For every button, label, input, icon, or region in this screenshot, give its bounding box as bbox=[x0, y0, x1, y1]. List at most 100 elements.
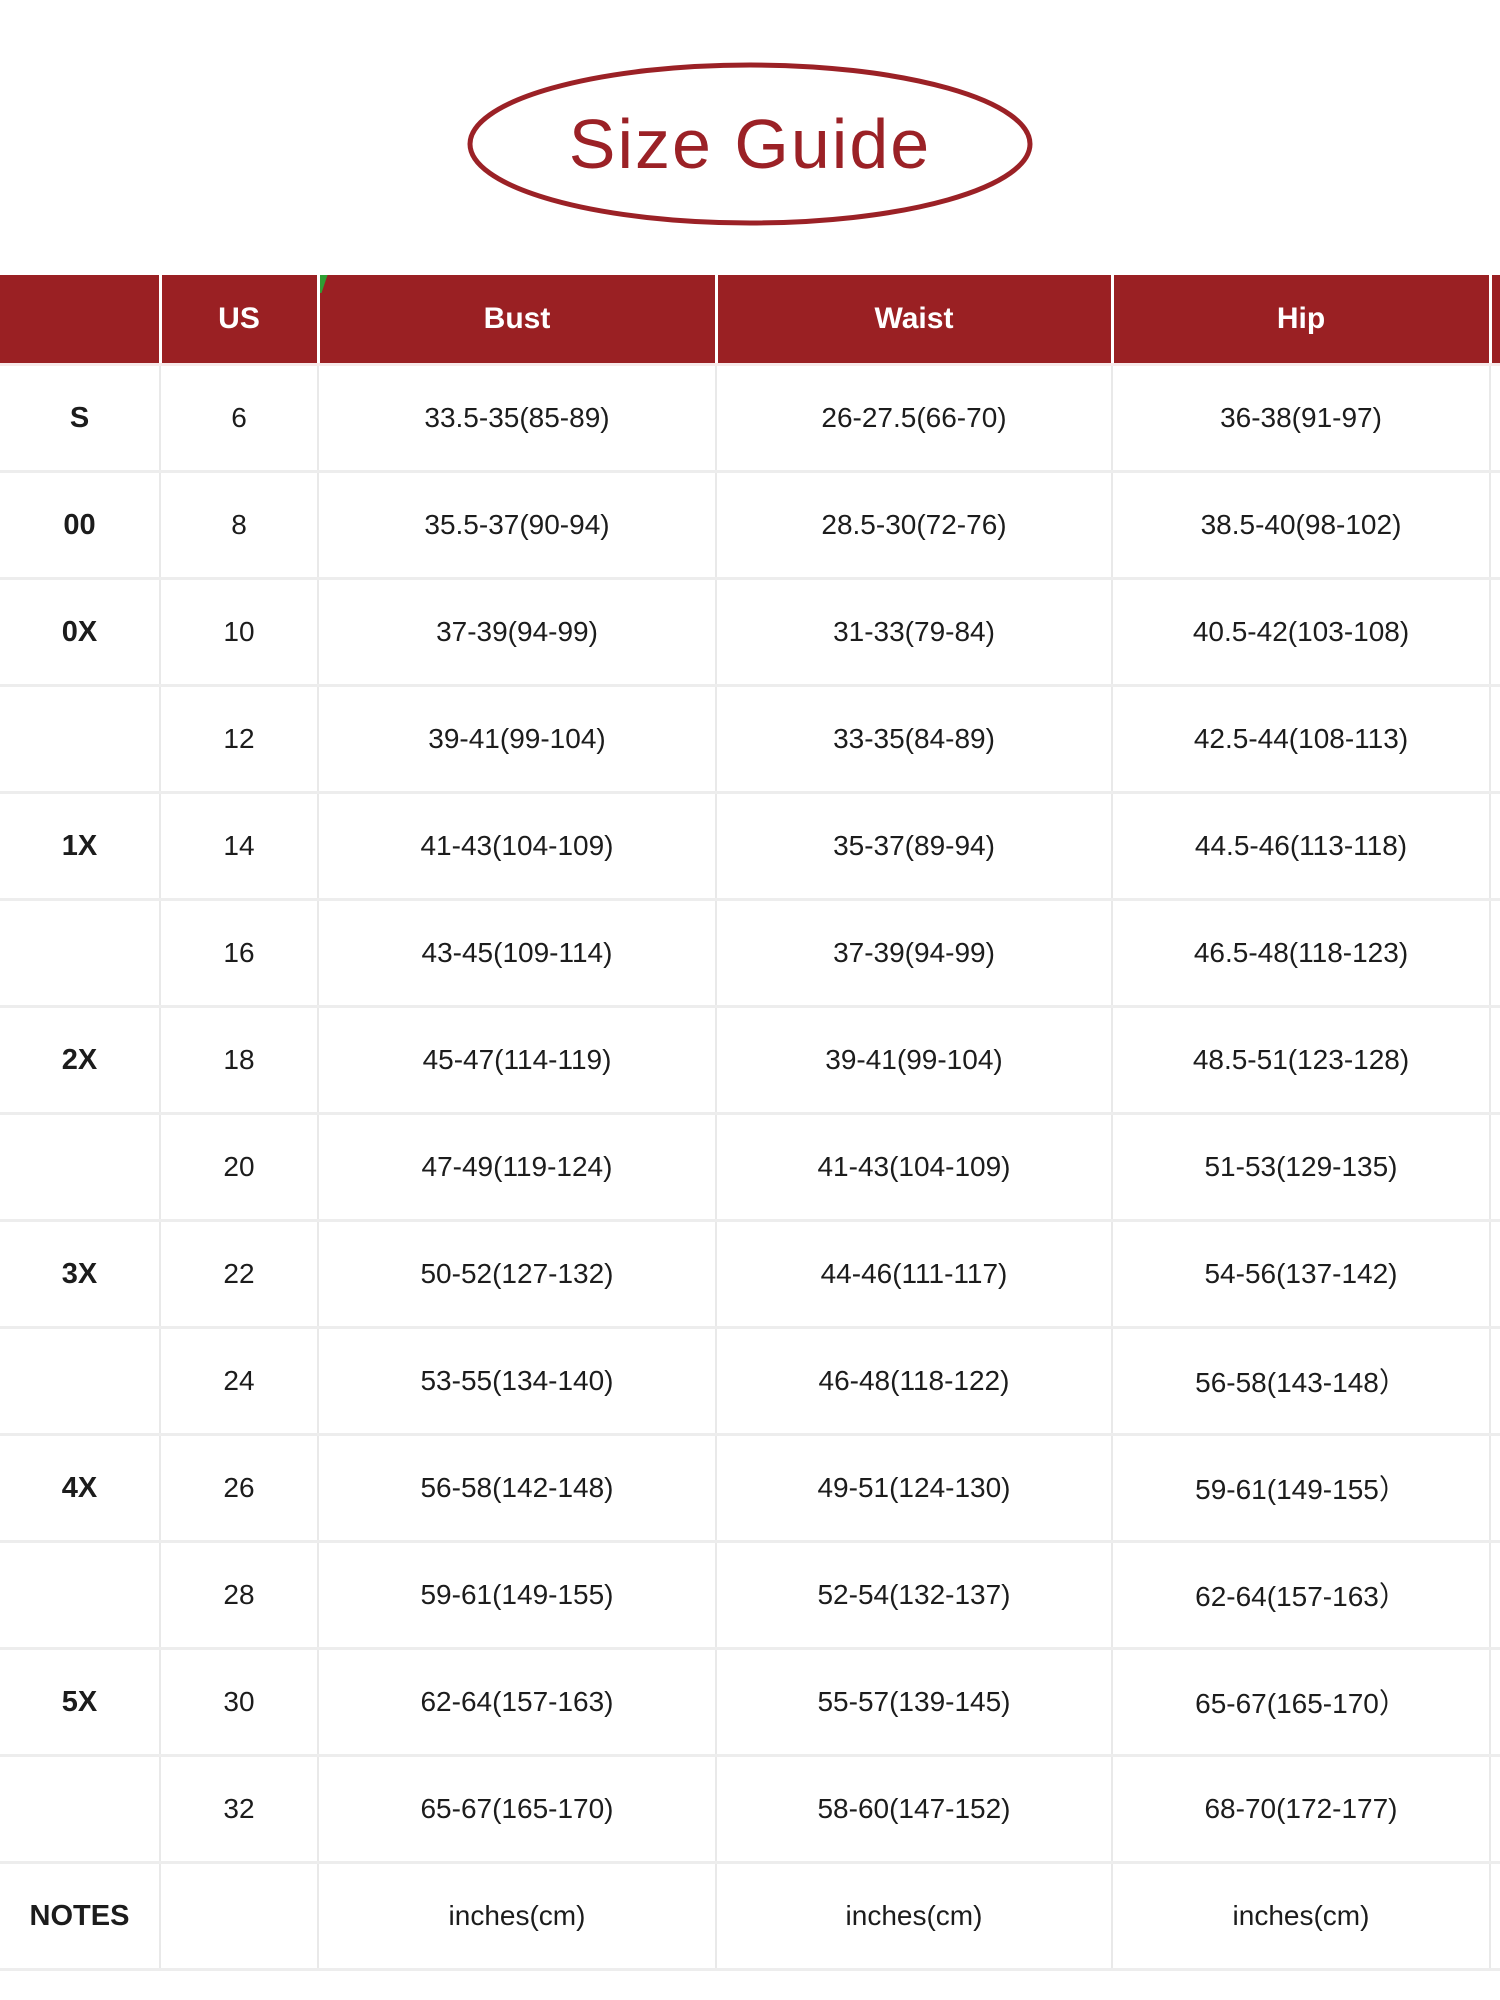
hip-cell: 65-67(165-170） bbox=[1112, 1648, 1491, 1757]
size-chart-table: US Bust Waist Hip S 6 33.5-35(85-89) 26-27.… bbox=[0, 275, 1500, 1971]
size-label-cell bbox=[0, 899, 161, 1008]
us-size-cell: 28 bbox=[160, 1541, 319, 1650]
us-size-cell: 18 bbox=[160, 1006, 319, 1115]
us-size-cell: 16 bbox=[160, 899, 319, 1008]
edge-sliver-cell bbox=[1490, 1006, 1500, 1115]
size-label-cell: 2X bbox=[0, 1006, 161, 1115]
hip-cell: 46.5-48(118-123) bbox=[1112, 899, 1491, 1008]
hip-cell: 48.5-51(123-128) bbox=[1112, 1006, 1491, 1115]
bust-cell: 47-49(119-124) bbox=[318, 1113, 717, 1222]
title-badge: Size Guide bbox=[0, 0, 1500, 275]
size-row: 20 47-49(119-124) 41-43(104-109) 51-53(129-… bbox=[0, 1113, 1500, 1222]
size-label-cell: NOTES bbox=[0, 1862, 161, 1971]
header-cell-hip: Hip bbox=[1112, 275, 1492, 366]
bust-cell: 62-64(157-163) bbox=[318, 1648, 717, 1757]
us-size-cell: 24 bbox=[160, 1327, 319, 1436]
size-row: S 6 33.5-35(85-89) 26-27.5(66-70) 36-38(91-9… bbox=[0, 364, 1500, 473]
page-title: Size Guide bbox=[568, 105, 932, 183]
bust-cell: 56-58(142-148) bbox=[318, 1434, 717, 1543]
waist-cell: inches(cm) bbox=[716, 1862, 1113, 1971]
header-cell-bust: Bust bbox=[318, 275, 718, 366]
title-ellipse-outline bbox=[467, 62, 1033, 226]
edge-sliver-cell bbox=[1490, 1220, 1500, 1329]
hip-cell: 68-70(172-177) bbox=[1112, 1755, 1491, 1864]
waist-cell: 55-57(139-145) bbox=[716, 1648, 1113, 1757]
size-label-cell: 1X bbox=[0, 792, 161, 901]
bust-cell: 43-45(109-114) bbox=[318, 899, 717, 1008]
size-row: 5X 30 62-64(157-163) 55-57(139-145) 65-67(16… bbox=[0, 1648, 1500, 1757]
waist-cell: 28.5-30(72-76) bbox=[716, 471, 1113, 580]
bust-cell: 41-43(104-109) bbox=[318, 792, 717, 901]
hip-cell: 38.5-40(98-102) bbox=[1112, 471, 1491, 580]
waist-cell: 41-43(104-109) bbox=[716, 1113, 1113, 1222]
bust-cell: 59-61(149-155) bbox=[318, 1541, 717, 1650]
edge-sliver-cell bbox=[1490, 1862, 1500, 1971]
edge-sliver-cell bbox=[1490, 1113, 1500, 1222]
hip-cell: 62-64(157-163） bbox=[1112, 1541, 1491, 1650]
size-label-cell: 0X bbox=[0, 578, 161, 687]
us-size-cell: 6 bbox=[160, 364, 319, 473]
bust-cell: 33.5-35(85-89) bbox=[318, 364, 717, 473]
size-row: 12 39-41(99-104) 33-35(84-89) 42.5-44(108-1… bbox=[0, 685, 1500, 794]
size-label-cell bbox=[0, 1113, 161, 1222]
us-size-cell: 20 bbox=[160, 1113, 319, 1222]
waist-cell: 52-54(132-137) bbox=[716, 1541, 1113, 1650]
waist-cell: 39-41(99-104) bbox=[716, 1006, 1113, 1115]
size-row: 28 59-61(149-155) 52-54(132-137) 62-64(157-… bbox=[0, 1541, 1500, 1650]
size-row: 2X 18 45-47(114-119) 39-41(99-104) 48.5-51(1… bbox=[0, 1006, 1500, 1115]
header-cell-us: US bbox=[160, 275, 320, 366]
bust-cell: inches(cm) bbox=[318, 1862, 717, 1971]
size-row: 0X 10 37-39(94-99) 31-33(79-84) 40.5-42(103-… bbox=[0, 578, 1500, 687]
waist-cell: 37-39(94-99) bbox=[716, 899, 1113, 1008]
us-size-cell: 32 bbox=[160, 1755, 319, 1864]
waist-cell: 33-35(84-89) bbox=[716, 685, 1113, 794]
notes-row: NOTES inches(cm) inches(cm) inches(cm) bbox=[0, 1862, 1500, 1971]
waist-cell: 26-27.5(66-70) bbox=[716, 364, 1113, 473]
us-size-cell bbox=[160, 1862, 319, 1971]
bust-cell: 65-67(165-170) bbox=[318, 1755, 717, 1864]
us-size-cell: 8 bbox=[160, 471, 319, 580]
us-size-cell: 12 bbox=[160, 685, 319, 794]
comment-flag-icon bbox=[319, 275, 328, 293]
us-size-cell: 10 bbox=[160, 578, 319, 687]
hip-cell: 36-38(91-97) bbox=[1112, 364, 1491, 473]
edge-sliver-cell bbox=[1490, 1327, 1500, 1436]
hip-cell: 59-61(149-155） bbox=[1112, 1434, 1491, 1543]
size-row: 1X 14 41-43(104-109) 35-37(89-94) 44.5-46(11… bbox=[0, 792, 1500, 901]
hip-cell: 54-56(137-142) bbox=[1112, 1220, 1491, 1329]
hip-cell: 42.5-44(108-113) bbox=[1112, 685, 1491, 794]
edge-sliver-cell bbox=[1490, 685, 1500, 794]
edge-sliver-cell bbox=[1490, 1541, 1500, 1650]
size-label-cell bbox=[0, 1755, 161, 1864]
size-label-cell: 4X bbox=[0, 1434, 161, 1543]
size-label-cell bbox=[0, 1541, 161, 1650]
size-row: 00 8 35.5-37(90-94) 28.5-30(72-76) 38.5-40(9… bbox=[0, 471, 1500, 580]
edge-sliver-cell bbox=[1490, 471, 1500, 580]
size-row: 24 53-55(134-140) 46-48(118-122) 56-58(143-… bbox=[0, 1327, 1500, 1436]
edge-sliver-cell bbox=[1490, 792, 1500, 901]
size-row: 16 43-45(109-114) 37-39(94-99) 46.5-48(118-… bbox=[0, 899, 1500, 1008]
hip-cell: 40.5-42(103-108) bbox=[1112, 578, 1491, 687]
edge-sliver-cell bbox=[1490, 578, 1500, 687]
hip-cell: 44.5-46(113-118) bbox=[1112, 792, 1491, 901]
size-row: 32 65-67(165-170) 58-60(147-152) 68-70(172-… bbox=[0, 1755, 1500, 1864]
header-label-bust: Bust bbox=[483, 302, 551, 335]
us-size-cell: 30 bbox=[160, 1648, 319, 1757]
waist-cell: 46-48(118-122) bbox=[716, 1327, 1113, 1436]
hip-cell: 56-58(143-148） bbox=[1112, 1327, 1491, 1436]
edge-sliver-cell bbox=[1490, 364, 1500, 473]
edge-sliver-cell bbox=[1490, 1755, 1500, 1864]
bust-cell: 50-52(127-132) bbox=[318, 1220, 717, 1329]
edge-sliver-cell bbox=[1490, 1648, 1500, 1757]
header-cell-edge-sliver bbox=[1490, 275, 1500, 366]
bust-cell: 45-47(114-119) bbox=[318, 1006, 717, 1115]
size-row: 4X 26 56-58(142-148) 49-51(124-130) 59-61(14… bbox=[0, 1434, 1500, 1543]
size-label-cell: 5X bbox=[0, 1648, 161, 1757]
edge-sliver-cell bbox=[1490, 1434, 1500, 1543]
size-label-cell bbox=[0, 685, 161, 794]
hip-cell: 51-53(129-135) bbox=[1112, 1113, 1491, 1222]
header-cell-waist: Waist bbox=[716, 275, 1114, 366]
header-row: US Bust Waist Hip bbox=[0, 275, 1500, 366]
waist-cell: 44-46(111-117) bbox=[716, 1220, 1113, 1329]
header-label-hip: Hip bbox=[1276, 302, 1326, 335]
